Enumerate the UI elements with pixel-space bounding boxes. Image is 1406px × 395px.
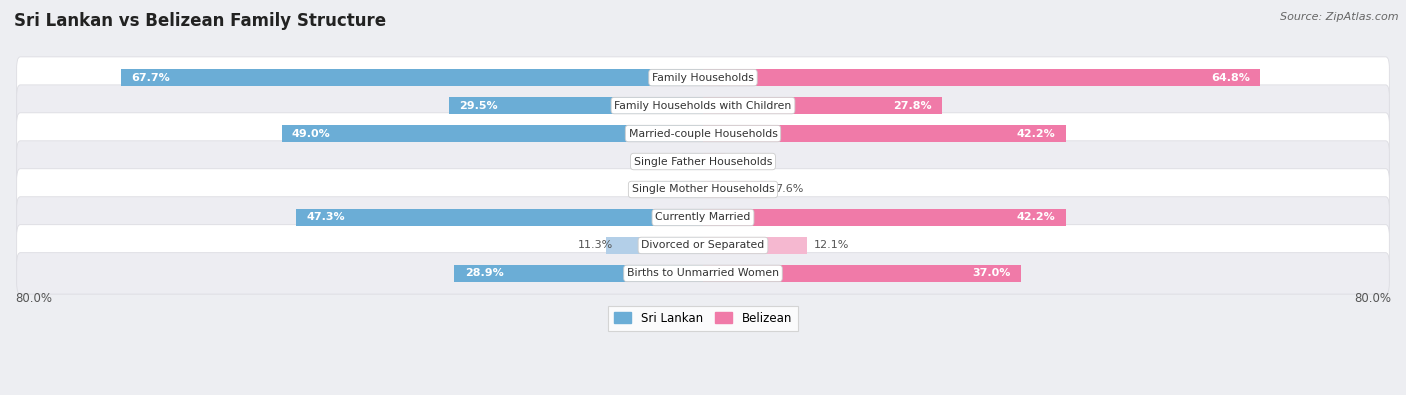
Legend: Sri Lankan, Belizean: Sri Lankan, Belizean bbox=[607, 306, 799, 331]
Text: 42.2%: 42.2% bbox=[1017, 128, 1056, 139]
Bar bbox=[682, 153, 703, 170]
Text: 2.4%: 2.4% bbox=[661, 156, 689, 167]
Text: 80.0%: 80.0% bbox=[15, 292, 52, 305]
Text: 12.1%: 12.1% bbox=[814, 241, 849, 250]
FancyBboxPatch shape bbox=[17, 141, 1389, 182]
Text: 42.2%: 42.2% bbox=[1017, 213, 1056, 222]
Text: 28.9%: 28.9% bbox=[465, 269, 503, 278]
Bar bbox=[703, 209, 1066, 226]
Text: Currently Married: Currently Married bbox=[655, 213, 751, 222]
Bar bbox=[650, 181, 703, 198]
FancyBboxPatch shape bbox=[17, 253, 1389, 294]
Bar bbox=[121, 69, 703, 86]
Bar bbox=[281, 125, 703, 142]
FancyBboxPatch shape bbox=[17, 197, 1389, 238]
Bar bbox=[703, 97, 942, 114]
FancyBboxPatch shape bbox=[17, 225, 1389, 266]
Text: 67.7%: 67.7% bbox=[131, 73, 170, 83]
FancyBboxPatch shape bbox=[17, 169, 1389, 210]
Bar bbox=[703, 265, 1021, 282]
Text: 2.6%: 2.6% bbox=[733, 156, 761, 167]
Bar bbox=[703, 69, 1260, 86]
Text: Single Father Households: Single Father Households bbox=[634, 156, 772, 167]
FancyBboxPatch shape bbox=[17, 113, 1389, 154]
Text: 64.8%: 64.8% bbox=[1211, 73, 1250, 83]
Text: Divorced or Separated: Divorced or Separated bbox=[641, 241, 765, 250]
Text: 37.0%: 37.0% bbox=[973, 269, 1011, 278]
Text: Sri Lankan vs Belizean Family Structure: Sri Lankan vs Belizean Family Structure bbox=[14, 12, 387, 30]
Text: Source: ZipAtlas.com: Source: ZipAtlas.com bbox=[1281, 12, 1399, 22]
Bar bbox=[703, 153, 725, 170]
Text: 6.2%: 6.2% bbox=[628, 184, 657, 194]
Text: 27.8%: 27.8% bbox=[893, 101, 932, 111]
Text: Family Households: Family Households bbox=[652, 73, 754, 83]
Bar bbox=[454, 265, 703, 282]
Bar bbox=[703, 237, 807, 254]
Text: 11.3%: 11.3% bbox=[578, 241, 613, 250]
Text: Single Mother Households: Single Mother Households bbox=[631, 184, 775, 194]
Text: Births to Unmarried Women: Births to Unmarried Women bbox=[627, 269, 779, 278]
FancyBboxPatch shape bbox=[17, 57, 1389, 98]
Bar bbox=[297, 209, 703, 226]
Text: 47.3%: 47.3% bbox=[307, 213, 344, 222]
Text: 7.6%: 7.6% bbox=[775, 184, 804, 194]
Text: Family Households with Children: Family Households with Children bbox=[614, 101, 792, 111]
Bar bbox=[703, 181, 768, 198]
Bar bbox=[703, 125, 1066, 142]
Bar bbox=[606, 237, 703, 254]
Bar bbox=[450, 97, 703, 114]
FancyBboxPatch shape bbox=[17, 85, 1389, 126]
Text: 49.0%: 49.0% bbox=[292, 128, 330, 139]
Text: Married-couple Households: Married-couple Households bbox=[628, 128, 778, 139]
Text: 80.0%: 80.0% bbox=[1354, 292, 1391, 305]
Text: 29.5%: 29.5% bbox=[460, 101, 498, 111]
